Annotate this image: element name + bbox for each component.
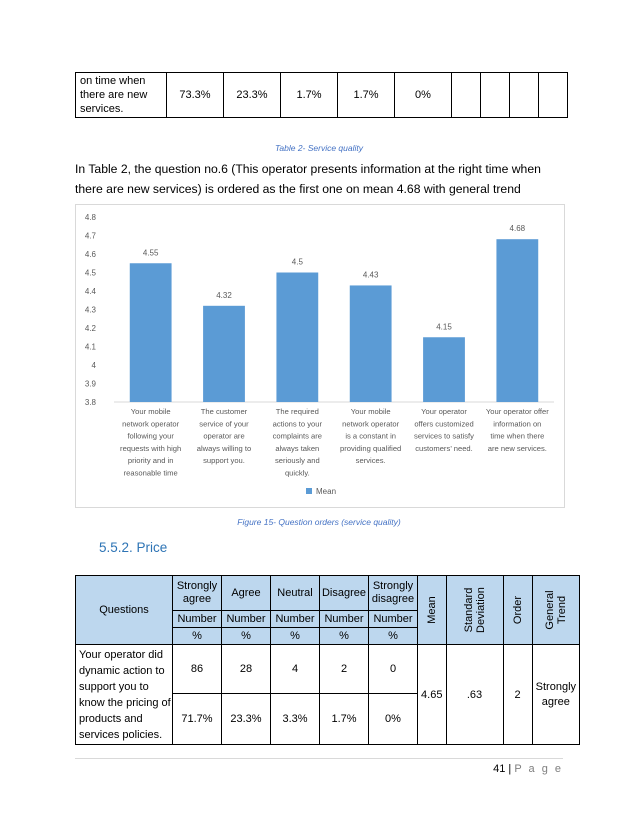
x-tick-label: Your mobile network operator following you… — [120, 407, 181, 478]
bar — [496, 239, 539, 402]
bar — [276, 272, 319, 402]
data-label: 4.43 — [363, 270, 379, 279]
legend-label: Mean — [316, 487, 336, 496]
percent-label: % — [172, 627, 222, 645]
number-cell: 4 — [270, 644, 320, 694]
y-tick-label: 4.8 — [85, 213, 97, 222]
percent-label: % — [270, 627, 320, 645]
footer-divider — [75, 758, 563, 759]
value-cell: 73.3% — [166, 72, 224, 118]
data-label: 4.5 — [292, 258, 304, 267]
number-label: Number — [319, 610, 369, 628]
rotated-header: Order — [502, 575, 533, 645]
y-tick-label: 4.1 — [85, 343, 97, 352]
bar — [129, 263, 172, 402]
number-label: Number — [368, 610, 418, 628]
y-tick-label: 3.9 — [85, 380, 97, 389]
sd-cell: .63 — [445, 644, 504, 745]
table-caption: Table 2- Service quality — [274, 143, 364, 153]
number-label: Number — [270, 610, 320, 628]
y-tick-label: 4.4 — [85, 287, 97, 296]
value-cell: 1.7% — [280, 72, 338, 118]
x-tick-label: Your operator offers customized services t… — [414, 407, 474, 453]
y-tick-label: 4.5 — [85, 269, 97, 278]
y-tick-label: 4.7 — [85, 232, 97, 241]
column-header: Strongly agree — [172, 575, 222, 611]
bar — [423, 337, 465, 402]
legend-swatch — [306, 488, 312, 494]
x-tick-label: Your mobile network operator is a constant… — [340, 407, 401, 465]
data-label: 4.15 — [436, 322, 452, 331]
y-tick-label: 4 — [92, 361, 97, 370]
percent-cell: 23.3% — [221, 693, 271, 745]
empty-cell — [451, 72, 481, 118]
x-tick-label: Your operator offer information on time wh… — [486, 407, 549, 453]
trend-header: General Trend — [543, 590, 568, 630]
x-tick-label: The required actions to your complaints ar… — [273, 407, 323, 478]
trend-cell: Strongly agree — [531, 644, 581, 745]
number-cell: 86 — [172, 644, 222, 694]
mean-cell: 4.65 — [417, 644, 447, 745]
page-label: P a g e — [514, 763, 563, 775]
order-cell: 2 — [502, 644, 533, 745]
number-label: Number — [221, 610, 271, 628]
table-row: Your operator did dynamic action to supp… — [75, 644, 581, 745]
service-quality-table-end: on time when there are new services. 73.… — [75, 72, 568, 118]
bar-chart: 3.8 3.9 4 4.1 4.2 4.3 4.4 4.5 4.6 4.7 4.8 4.55 Your … — [75, 204, 565, 508]
number-label: Number — [172, 610, 222, 628]
number-cell: 0 — [368, 644, 418, 694]
x-tick-label: The customer service of your operator are a… — [197, 407, 251, 465]
percent-cell: 0% — [368, 693, 418, 745]
question-cell: on time when there are new services. — [75, 72, 167, 118]
percent-label: % — [368, 627, 418, 645]
bar — [349, 285, 392, 402]
rotated-header: Mean — [417, 575, 447, 645]
rotated-header: General Trend — [531, 575, 581, 645]
mean-header: Mean — [425, 596, 438, 624]
y-tick-label: 3.8 — [85, 398, 97, 407]
column-header: Agree — [221, 575, 271, 611]
data-label: 4.55 — [143, 248, 159, 257]
y-tick-label: 4.3 — [85, 306, 97, 315]
percent-label: % — [221, 627, 271, 645]
sd-header: Standard Deviation — [462, 587, 487, 633]
questions-header: Questions — [75, 575, 173, 645]
table-row: on time when there are new services. 73.… — [75, 72, 568, 118]
order-header: Order — [511, 595, 524, 625]
page-number: 41 — [493, 763, 506, 775]
footer-separator: | — [508, 763, 512, 775]
page-footer: 41 | P a g e — [493, 763, 563, 775]
number-cell: 2 — [319, 644, 369, 694]
chart-canvas: 3.8 3.9 4 4.1 4.2 4.3 4.4 4.5 4.6 4.7 4.8 4.55 Your … — [85, 213, 554, 496]
percent-cell: 3.3% — [270, 693, 320, 745]
price-table: Questions Strongly agree Agree Neutral D… — [75, 575, 581, 745]
percent-label: % — [319, 627, 369, 645]
table-header-row: Questions Strongly agree Agree Neutral D… — [75, 575, 581, 645]
section-heading: 5.5.2. Price — [99, 540, 168, 555]
y-tick-label: 4.2 — [85, 324, 97, 333]
data-label: 4.68 — [510, 224, 526, 233]
figure-caption: Figure 15- Question orders (service qual… — [237, 517, 401, 527]
question-cell: Your operator did dynamic action to supp… — [75, 644, 173, 745]
column-header: Neutral — [270, 575, 320, 611]
percent-cell: 1.7% — [319, 693, 369, 745]
percent-cell: 71.7% — [172, 693, 222, 745]
bar — [203, 305, 245, 402]
data-label: 4.32 — [216, 291, 232, 300]
column-header: Strongly disagree — [368, 575, 418, 611]
rotated-header: Standard Deviation — [445, 575, 504, 645]
table-subheader-row: Number Number Number Number Number — [76, 610, 580, 628]
value-cell: 1.7% — [337, 72, 395, 118]
number-cell: 28 — [221, 644, 271, 694]
empty-cell — [538, 72, 568, 118]
value-cell: 0% — [394, 72, 452, 118]
empty-cell — [509, 72, 539, 118]
y-tick-label: 4.6 — [85, 250, 97, 259]
column-header: Disagree — [319, 575, 369, 611]
value-cell: 23.3% — [223, 72, 281, 118]
empty-cell — [480, 72, 510, 118]
table-row: 71.7% 23.3% 3.3% 1.7% 0% — [76, 693, 580, 745]
